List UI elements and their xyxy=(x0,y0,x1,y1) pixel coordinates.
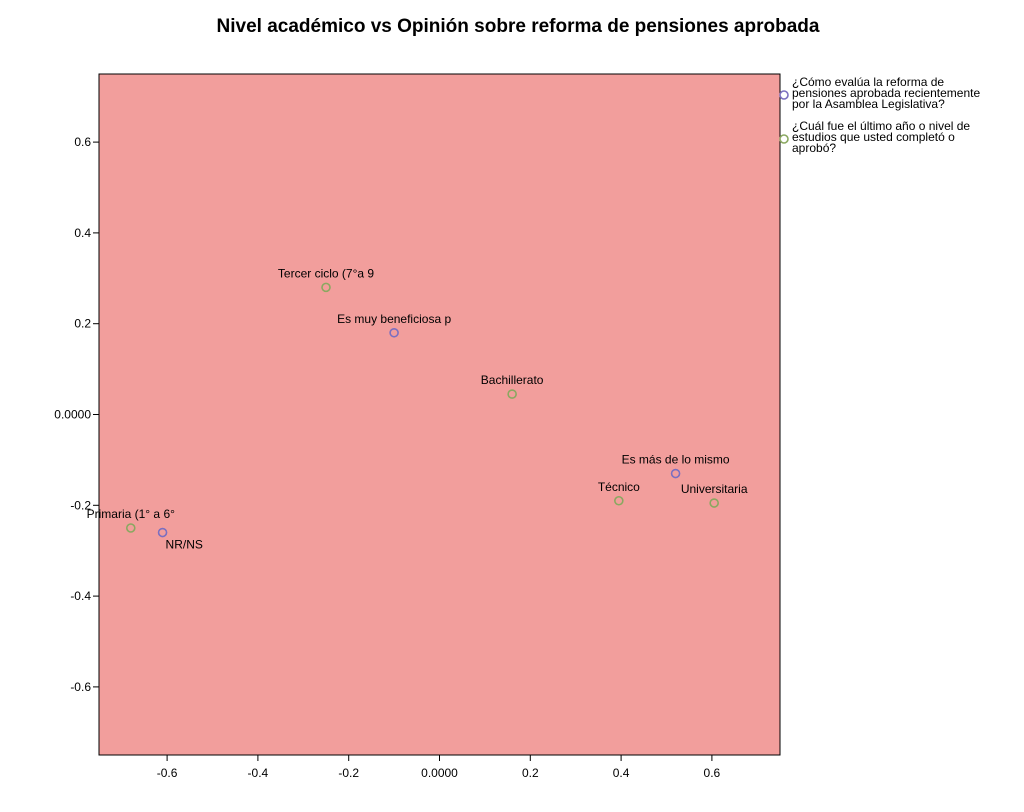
x-tick-label: -0.2 xyxy=(338,766,359,780)
data-point-label: Primaria (1° a 6° xyxy=(87,507,175,521)
data-point xyxy=(670,468,681,479)
y-tick-label: 0.4 xyxy=(74,226,91,240)
plot-area xyxy=(98,73,781,756)
data-point xyxy=(125,523,136,533)
y-tick-label: -0.2 xyxy=(70,498,91,512)
data-point xyxy=(507,389,517,399)
x-tick-label: 0.0000 xyxy=(421,766,458,780)
x-axis: -0.6 -0.4 -0.2 0.0000 0.2 0.4 0.6 xyxy=(157,755,721,780)
data-point xyxy=(614,495,624,506)
legend-label: estudios que usted completó o xyxy=(792,130,955,144)
x-tick-label: 0.2 xyxy=(522,766,539,780)
x-tick-label: 0.4 xyxy=(613,766,630,780)
y-axis: 0.6 0.4 0.2 0.0000 -0.2 -0.4 -0.6 xyxy=(54,135,99,694)
y-tick-label: -0.4 xyxy=(70,589,91,603)
data-point xyxy=(321,282,331,293)
data-point xyxy=(709,498,719,508)
data-point-label: Es más de lo mismo xyxy=(622,453,730,467)
legend-label: por la Asamblea Legislativa? xyxy=(792,97,945,111)
legend-marker xyxy=(779,134,789,144)
y-tick-label: 0.2 xyxy=(74,317,91,331)
data-point-label: Tercer ciclo (7°a 9 xyxy=(278,266,374,280)
legend-label: ¿Cómo evalúa la reforma de xyxy=(792,75,944,89)
chart-title: Nivel académico vs Opinión sobre reforma… xyxy=(217,16,820,37)
legend-label: pensiones aprobada recientemente xyxy=(792,86,980,100)
data-point xyxy=(389,327,399,338)
legend-label: aprobó? xyxy=(792,141,836,155)
y-tick-label: 0.6 xyxy=(74,135,91,149)
data-point-label: Es muy beneficiosa p xyxy=(337,312,451,326)
x-tick-label: -0.6 xyxy=(157,766,178,780)
data-points: Es muy beneficiosa p Es más de lo mismo NR… xyxy=(87,266,748,551)
x-tick-label: -0.4 xyxy=(248,766,269,780)
y-tick-label: -0.6 xyxy=(70,680,91,694)
y-tick-label: 0.0000 xyxy=(54,408,91,422)
legend-marker xyxy=(779,90,789,100)
data-point-label: Bachillerato xyxy=(481,373,544,387)
data-point-label: Técnico xyxy=(598,480,640,494)
data-point-label: NR/NS xyxy=(166,538,203,552)
legend-label: ¿Cuál fue el último año o nivel de xyxy=(792,119,970,133)
x-tick-label: 0.6 xyxy=(704,766,721,780)
data-point xyxy=(157,527,168,538)
data-point-label: Universitaria xyxy=(681,482,748,496)
